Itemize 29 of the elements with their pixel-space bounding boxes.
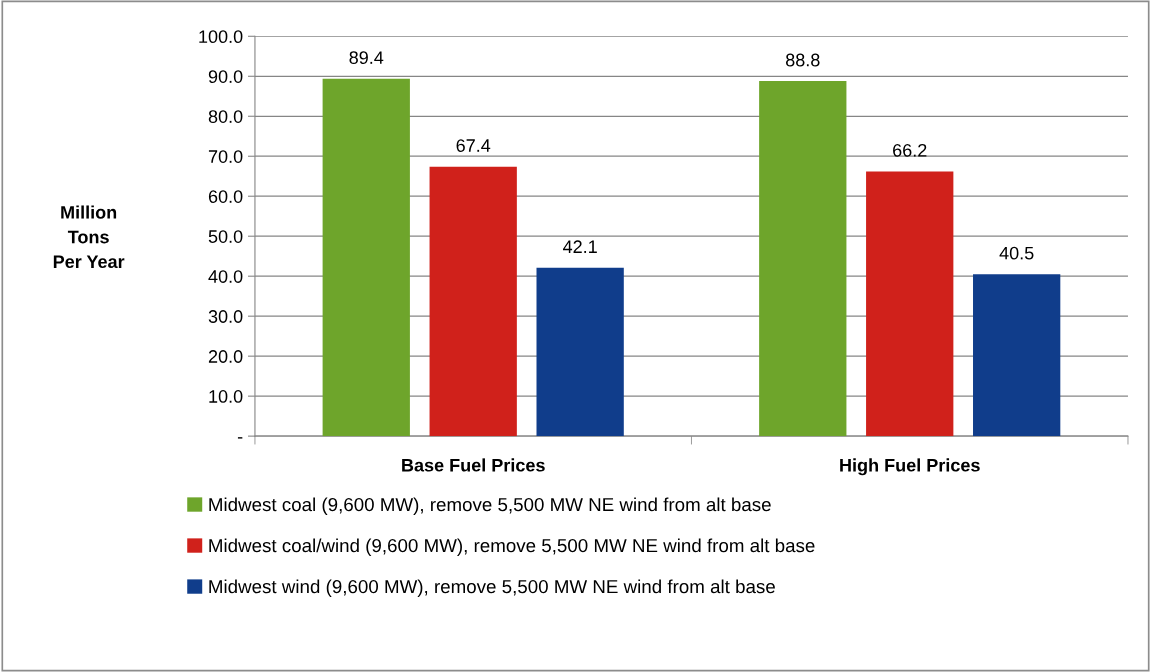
y-tick-label: 40.0: [208, 270, 243, 283]
y-tick-label: 10.0: [209, 390, 243, 403]
y-tick-label: -: [237, 437, 243, 439]
y-axis-title: Million Tons Per Year: [53, 205, 125, 269]
x-tick-label: Base Fuel Prices: [402, 458, 545, 472]
bar: [759, 81, 847, 437]
bar: [536, 267, 624, 437]
y-tick-label: 30.0: [208, 310, 243, 323]
data-label: 42.1: [563, 240, 597, 253]
y-tick-label: 60.0: [208, 190, 243, 203]
data-label: 67.4: [456, 139, 491, 152]
bar: [429, 166, 517, 437]
y-tick-label: 100.0: [199, 30, 243, 44]
y-tick-label: 80.0: [208, 110, 243, 123]
legend-label: Midwest wind (9,600 MW), remove 5,500 MW NE wind from alt base: [209, 579, 775, 597]
data-label: 88.8: [785, 53, 820, 67]
bar: [322, 78, 410, 437]
data-label: 89.4: [349, 51, 384, 64]
y-tick-label: 70.0: [208, 150, 243, 163]
legend-label: Midwest coal (9,600 MW), remove 5,500 MW NE wind from alt base: [209, 497, 771, 515]
data-label: 40.5: [999, 246, 1034, 260]
bar: [973, 274, 1061, 437]
legend-label: Midwest coal/wind (9,600 MW), remove 5,500 MW NE wind from alt base: [209, 538, 815, 556]
data-label: 66.2: [893, 143, 927, 157]
y-tick-label: 90.0: [208, 70, 243, 83]
y-tick-label: 50.0: [208, 230, 243, 243]
bar: [866, 171, 954, 437]
y-tick-label: 20.0: [208, 350, 243, 363]
x-tick-label: High Fuel Prices: [840, 458, 980, 476]
